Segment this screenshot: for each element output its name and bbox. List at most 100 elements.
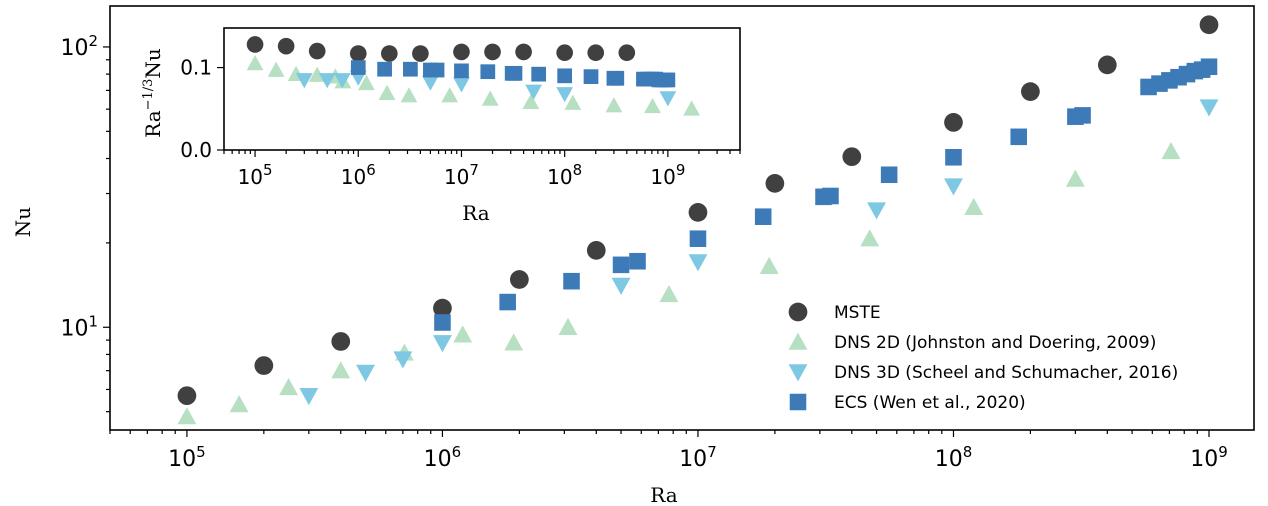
- data-point: [611, 277, 631, 295]
- data-point: [356, 364, 375, 382]
- data-point: [393, 351, 413, 369]
- y-axis: 101 102: [60, 32, 110, 413]
- inset-data-point: [308, 66, 326, 82]
- data-point: [254, 356, 274, 375]
- data-point: [964, 197, 984, 215]
- data-point: [688, 202, 708, 222]
- inset-data-point: [422, 75, 439, 91]
- inset-data-point: [318, 73, 336, 89]
- inset-data-point: [358, 74, 375, 91]
- inset-series-square: [350, 60, 676, 88]
- series-square: [434, 58, 1218, 331]
- inset-data-point: [267, 61, 285, 77]
- data-point: [1097, 55, 1117, 75]
- data-point: [563, 272, 580, 290]
- data-point: [504, 333, 524, 351]
- data-point: [944, 178, 963, 196]
- inset-data-point: [350, 60, 366, 75]
- inset-x-tick-label: 109: [650, 161, 685, 189]
- inset-data-point: [412, 45, 429, 62]
- inset-data-point: [453, 43, 470, 61]
- inset-data-point: [522, 93, 540, 110]
- data-point: [842, 147, 862, 167]
- inset-data-point: [349, 45, 367, 62]
- inset-x-axis-label: Ra: [462, 201, 490, 225]
- data-point: [331, 361, 351, 379]
- data-point: [434, 314, 451, 331]
- inset-data-point: [246, 55, 264, 71]
- x-axis: 105 106 107 108 109: [109, 430, 1228, 472]
- inset-x-tick-label: 107: [444, 161, 479, 189]
- inset-data-point: [507, 65, 523, 81]
- data-point: [759, 256, 779, 274]
- inset-data-point: [295, 73, 313, 89]
- inset-frame: [223, 27, 741, 151]
- data-point: [612, 256, 630, 274]
- inset-data-point: [333, 73, 351, 89]
- data-point: [433, 298, 452, 318]
- data-point: [1021, 82, 1040, 101]
- data-point: [453, 325, 473, 343]
- inset-data-point: [515, 43, 532, 61]
- legend-entry: DNS 2D (Johnston and Doering, 2009): [788, 332, 1156, 353]
- inset-data-point: [453, 77, 470, 93]
- legend-marker-triangle-up: [788, 332, 808, 350]
- legend-label: ECS (Wen et al., 2020): [834, 393, 1026, 413]
- data-point: [688, 254, 708, 272]
- inset-data-point: [556, 44, 573, 62]
- y-tick-label: 102: [60, 32, 98, 61]
- inset-data-point: [564, 94, 582, 110]
- inset-data-point: [583, 69, 599, 84]
- data-point: [499, 293, 516, 311]
- series-triangle-down: [299, 99, 1219, 406]
- data-point: [629, 252, 646, 270]
- data-point: [177, 386, 197, 406]
- inset-data-point: [556, 87, 574, 103]
- inset-data-point: [429, 62, 445, 78]
- data-point: [558, 317, 578, 335]
- x-tick-label: 105: [168, 443, 206, 472]
- data-point: [1074, 107, 1091, 124]
- data-point: [754, 208, 772, 225]
- data-point: [1200, 58, 1218, 76]
- legend-marker-circle: [788, 302, 808, 322]
- inset-data-point: [400, 87, 418, 103]
- inset-data-point: [480, 64, 496, 80]
- inset-data-point: [381, 45, 398, 62]
- inset-data-point: [246, 36, 264, 53]
- inset-data-point: [441, 87, 459, 103]
- main-plot: 105 106 107 108 109 101 102 Ra Nu: [11, 5, 1255, 506]
- inset-data-point: [454, 63, 469, 79]
- inset-data-point: [481, 90, 499, 106]
- inset-data-point: [683, 100, 701, 116]
- y-tick-label: 101: [60, 312, 98, 341]
- data-point: [1065, 169, 1085, 187]
- inset-data-point: [557, 68, 573, 84]
- inset-data-point: [525, 84, 542, 100]
- legend-entry: MSTE: [788, 302, 881, 323]
- inset-x-tick-label: 105: [238, 161, 273, 189]
- x-tick-label: 108: [935, 443, 973, 472]
- inset-data-point: [618, 44, 636, 62]
- data-point: [586, 241, 606, 260]
- inset-data-point: [484, 43, 501, 61]
- data-point: [822, 187, 839, 205]
- inset-x-axis: 105 106 107 108 109: [223, 150, 741, 189]
- inset-data-point: [277, 37, 295, 55]
- inset-plot: 105 106 107 108 109 0.0 0.1 Ra Ra−1/3Nu: [141, 27, 741, 225]
- data-point: [1161, 142, 1181, 160]
- series-circle: [177, 15, 1219, 406]
- inset-series-circle: [246, 36, 636, 62]
- data-point: [510, 270, 529, 289]
- legend-label: DNS 2D (Johnston and Doering, 2009): [834, 333, 1156, 353]
- data-point: [867, 202, 887, 220]
- inset-y-axis-label: Ra−1/3Nu: [141, 48, 165, 138]
- data-point: [299, 387, 319, 406]
- legend-label: DNS 3D (Scheel and Schumacher, 2016): [834, 363, 1178, 383]
- inset-data-point: [378, 84, 396, 100]
- inset-data-point: [605, 97, 623, 113]
- data-point: [279, 378, 299, 396]
- inset-x-tick-label: 106: [341, 161, 376, 189]
- inset-x-tick-label: 108: [547, 161, 582, 189]
